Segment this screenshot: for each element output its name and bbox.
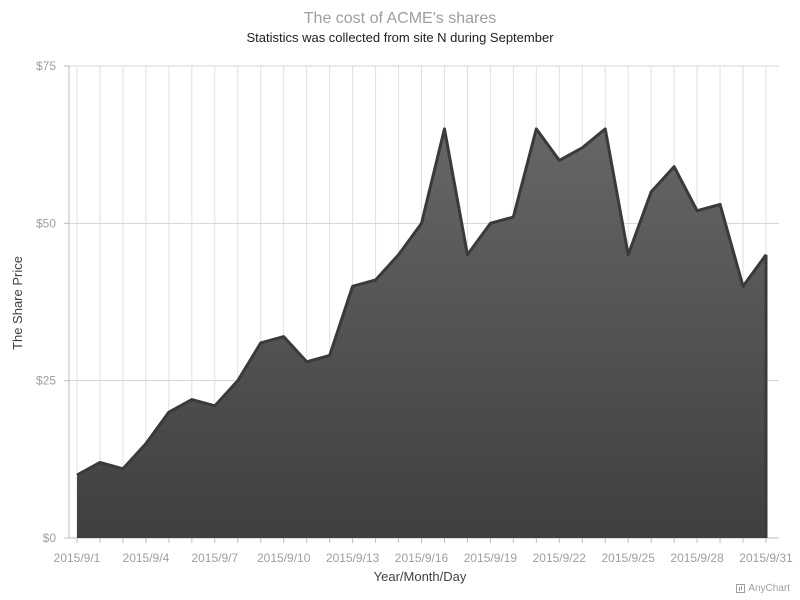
data-point[interactable]: [166, 409, 172, 415]
data-point[interactable]: [189, 397, 195, 403]
chart-subtitle: Statistics was collected from site N dur…: [246, 30, 554, 45]
x-tick-label: 2015/9/19: [464, 551, 518, 565]
data-point[interactable]: [304, 359, 310, 365]
data-point[interactable]: [717, 201, 723, 207]
data-point[interactable]: [74, 472, 80, 478]
data-point[interactable]: [763, 252, 769, 258]
data-point[interactable]: [625, 252, 631, 258]
x-tick-label: 2015/9/22: [533, 551, 587, 565]
y-tick-label: $50: [36, 216, 56, 230]
data-point[interactable]: [487, 220, 493, 226]
x-tick-label: 2015/9/10: [257, 551, 311, 565]
x-tick-label: 2015/9/7: [191, 551, 238, 565]
data-point[interactable]: [120, 466, 126, 472]
y-tick-label: $75: [36, 59, 56, 73]
x-axis-title: Year/Month/Day: [374, 569, 467, 584]
data-point[interactable]: [235, 378, 241, 384]
anychart-logo-icon: [736, 584, 746, 593]
data-point[interactable]: [533, 126, 539, 132]
data-point[interactable]: [648, 189, 654, 195]
x-tick-label: 2015/9/1: [54, 551, 101, 565]
plot-area: [74, 126, 769, 538]
data-point[interactable]: [464, 252, 470, 258]
data-point[interactable]: [441, 126, 447, 132]
data-point[interactable]: [373, 277, 379, 283]
data-point[interactable]: [694, 208, 700, 214]
x-tick-label: 2015/9/25: [602, 551, 656, 565]
data-point[interactable]: [396, 252, 402, 258]
area-fill: [77, 128, 766, 538]
y-tick-label: $0: [43, 531, 57, 545]
x-tick-label: 2015/9/13: [326, 551, 380, 565]
x-tick-label: 2015/9/4: [123, 551, 170, 565]
data-point[interactable]: [419, 220, 425, 226]
data-point[interactable]: [327, 352, 333, 358]
data-point[interactable]: [350, 283, 356, 289]
y-tick-label: $25: [36, 374, 56, 388]
data-point[interactable]: [671, 164, 677, 170]
data-point[interactable]: [556, 157, 562, 163]
chart-title: The cost of ACME's shares: [303, 10, 497, 27]
data-point[interactable]: [212, 403, 218, 409]
credits-link[interactable]: AnyChart: [736, 583, 790, 594]
data-point[interactable]: [97, 459, 103, 465]
data-point[interactable]: [740, 283, 746, 289]
credits-text: AnyChart: [748, 583, 790, 594]
data-point[interactable]: [579, 145, 585, 151]
y-axis-title: The Share Price: [10, 256, 25, 350]
data-point[interactable]: [143, 441, 149, 447]
data-point[interactable]: [602, 126, 608, 132]
x-tick-label: 2015/9/28: [670, 551, 724, 565]
data-point[interactable]: [281, 334, 287, 340]
tick-labels: $0 $25 $50 $75 2015/9/1 2015/9/4 2015/9/7 2015/…: [36, 59, 793, 565]
area-outline: [76, 127, 768, 477]
data-point[interactable]: [510, 214, 516, 220]
x-tick-label: 2015/9/16: [395, 551, 449, 565]
data-point[interactable]: [258, 340, 264, 346]
x-tick-label: 2015/9/31: [739, 551, 793, 565]
